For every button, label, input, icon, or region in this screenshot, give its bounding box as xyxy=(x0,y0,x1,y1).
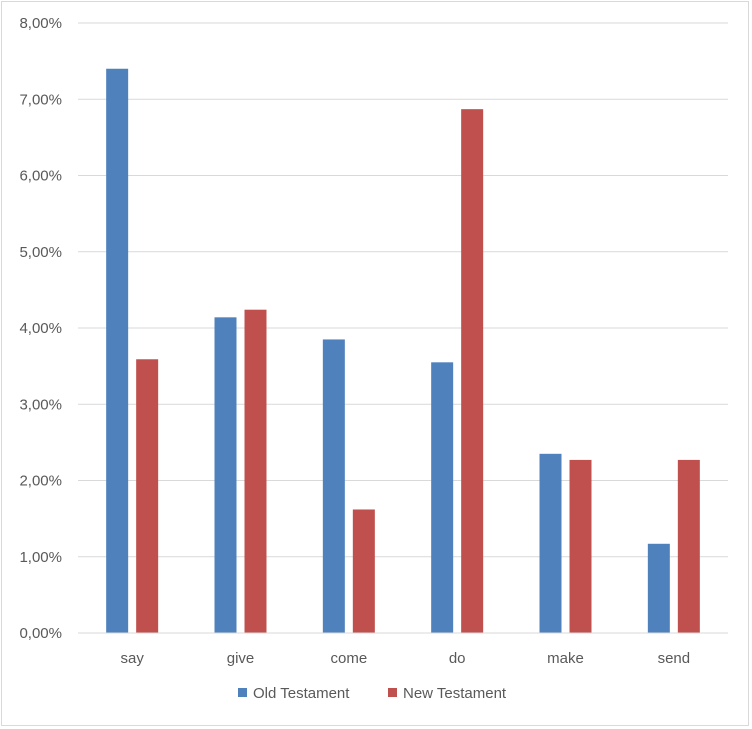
legend-label: New Testament xyxy=(403,685,507,702)
y-tick-label: 7,00% xyxy=(19,91,62,108)
x-tick-label: send xyxy=(658,650,691,667)
y-tick-label: 3,00% xyxy=(19,396,62,413)
x-tick-label: do xyxy=(449,650,466,667)
bar-new-testament-do xyxy=(461,109,484,634)
bar-new-testament-come xyxy=(352,509,375,633)
x-axis-ticks: say give come do make send xyxy=(120,650,690,667)
legend-label: Old Testament xyxy=(253,685,350,702)
bar-new-testament-send xyxy=(677,459,700,633)
legend: Old Testament New Testament xyxy=(238,685,507,702)
bar-old-testament-come xyxy=(322,339,345,633)
y-tick-label: 0,00% xyxy=(19,625,62,642)
bar-old-testament-do xyxy=(431,362,454,633)
y-tick-label: 6,00% xyxy=(19,168,62,185)
bars xyxy=(106,68,700,634)
bar-new-testament-give xyxy=(244,309,267,633)
y-tick-label: 4,00% xyxy=(19,320,62,337)
y-tick-label: 2,00% xyxy=(19,473,62,490)
bar-old-testament-send xyxy=(647,543,670,633)
y-tick-label: 8,00% xyxy=(19,15,62,32)
x-tick-label: give xyxy=(227,650,255,667)
y-tick-label: 5,00% xyxy=(19,244,62,261)
bar-new-testament-say xyxy=(136,359,159,633)
legend-swatch xyxy=(238,688,247,697)
bar-old-testament-give xyxy=(214,317,237,633)
x-tick-label: say xyxy=(120,650,144,667)
x-tick-label: come xyxy=(330,650,367,667)
y-axis-ticks: 0,00% 1,00% 2,00% 3,00% 4,00% 5,00% 6,00% 7,00%… xyxy=(19,15,62,642)
bar-new-testament-make xyxy=(569,459,592,633)
gridlines xyxy=(78,22,728,558)
y-tick-label: 1,00% xyxy=(19,549,62,566)
bar-old-testament-make xyxy=(539,453,562,633)
legend-swatch xyxy=(388,688,397,697)
bar-old-testament-say xyxy=(106,68,129,633)
x-tick-label: make xyxy=(547,650,584,667)
